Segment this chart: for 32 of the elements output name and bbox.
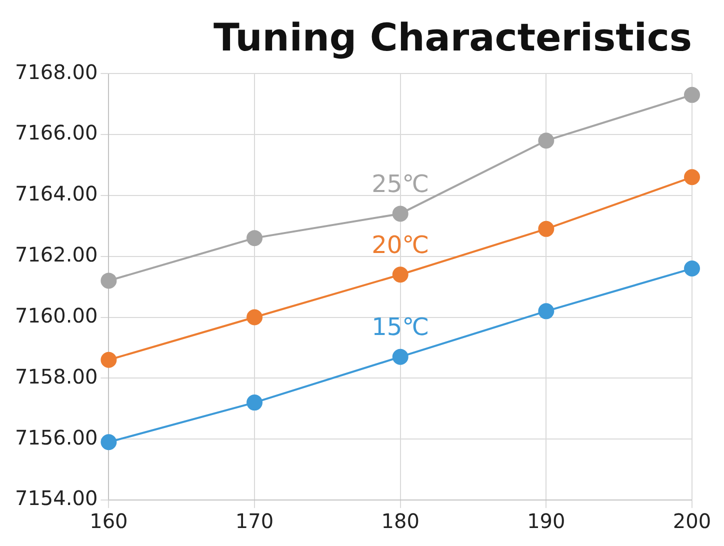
point	[392, 348, 408, 365]
y-tick-label: 7168.00	[14, 60, 98, 84]
x-tick-label: 170	[235, 509, 274, 534]
point	[100, 352, 117, 368]
point	[538, 303, 554, 320]
point	[392, 266, 408, 283]
y-tick-label: 7166.00	[14, 120, 98, 145]
point	[684, 260, 700, 277]
point	[100, 272, 117, 289]
y-tick-label: 7158.00	[14, 364, 98, 388]
point	[684, 86, 700, 103]
y-tick-label: 7160.00	[14, 303, 98, 328]
series-label: 15℃	[372, 313, 430, 342]
x-tick-label: 190	[527, 509, 566, 534]
y-tick-label: 7156.00	[14, 425, 98, 450]
point	[392, 206, 408, 222]
series-label: 25℃	[372, 170, 430, 198]
point	[538, 220, 554, 237]
y-tick-label: 7162.00	[14, 242, 98, 267]
y-tick-label: 7154.00	[14, 486, 98, 510]
point	[538, 132, 554, 149]
x-tick-label: 200	[672, 509, 712, 534]
y-tick-label: 7164.00	[14, 182, 98, 206]
x-tick-label: 180	[381, 509, 420, 534]
point	[246, 230, 263, 246]
chart-title: Tuning Characteristics	[213, 16, 692, 60]
point	[684, 169, 700, 186]
x-tick-label: 160	[90, 509, 128, 534]
point	[246, 394, 263, 411]
series-label: 20℃	[372, 230, 430, 259]
point	[100, 434, 117, 450]
point	[246, 309, 263, 326]
